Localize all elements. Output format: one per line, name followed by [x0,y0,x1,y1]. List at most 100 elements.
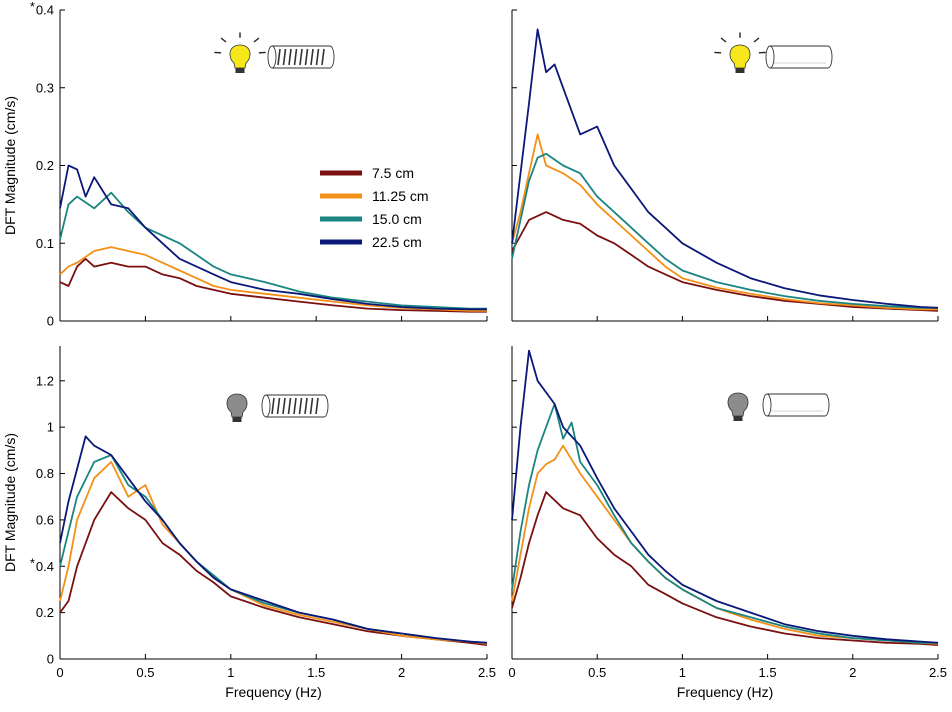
condition-icons [714,32,833,73]
x-tick-label: 2 [849,665,856,680]
series-line-22-5-cm [511,28,939,309]
series-line-7-5-cm [59,491,488,646]
legend-entry: 11.25 cm [320,188,429,204]
lightbulb-off-icon [226,393,248,422]
series-line-7-5-cm [511,491,939,646]
drum-stripe [310,48,314,66]
y-tick-label: 0.8 [36,466,54,481]
drum-stripe [271,397,275,415]
panels-layer: 00.10.20.30.4*DFT Magnitude (cm/s)0 0.5 1 1… [2,0,947,700]
series-line-22-5-cm [59,164,487,311]
asterisk-marker: * [30,555,35,570]
drum-body [770,45,833,69]
striped-drum-icon [267,45,335,69]
drum-end [261,394,271,418]
panel-top-right [511,9,939,322]
y-tick-label: 0.2 [36,158,54,173]
bulb-glass [727,392,749,417]
drum-stripe [299,48,303,66]
drum-stripe [321,48,325,66]
drum-stripe [293,397,297,415]
legend-label: 22.5 cm [372,234,422,250]
drum-stripe [282,397,286,415]
series-line-15-0-cm [59,454,488,644]
drum-stripe [287,397,292,415]
x-axis-title: Frequency (Hz) [225,684,321,700]
bulb-ray [220,37,227,43]
bulb-ray [720,37,727,43]
bulb-base [735,68,745,73]
y-axis-title: DFT Magnitude (cm/s) [2,96,18,235]
y-axis-title: DFT Magnitude (cm/s) [2,433,18,572]
x-tick-label: 0 [508,665,515,680]
bulb-ray [753,37,760,43]
series-line-11-25-cm [511,444,939,645]
blank-drum-icon [762,393,830,417]
x-tick-label: 2.5 [478,665,496,680]
y-tick-label: 1.2 [36,373,54,388]
drum-stripe [277,48,281,66]
drum-stripe [315,397,319,415]
bulb-glass [226,393,248,418]
bulb-glass [729,44,751,69]
bulb-ray [253,37,260,43]
y-tick-label: 0.2 [36,605,54,620]
blank-drum-icon [765,45,833,69]
legend-entry: 7.5 cm [320,165,414,181]
legend-label: 7.5 cm [372,165,414,181]
drum-end [762,393,772,417]
lightbulb-off-icon [727,392,749,421]
y-tick-label: 0.1 [36,236,54,251]
drum-stripe [309,397,314,415]
x-tick-label: 1 [227,665,234,680]
drum-stripe [293,48,298,66]
x-axis-title: Frequency (Hz) [677,684,773,700]
drum-stripe [276,397,281,415]
x-tick-label: 1.5 [307,665,325,680]
series-line-11-25-cm [511,133,938,311]
y-tick-label: 0.6 [36,512,54,527]
bulb-glass [229,44,251,69]
bulb-base [733,416,743,421]
bulb-base [235,68,245,73]
x-tick-label: 0.5 [136,665,154,680]
panel-bottom-left: 0 0.5 1 1.5 2 2.5 0 0.2 0.4* 0.6 0.8 1 1.2 DFT Magnit… [2,346,496,700]
series-line-15-0-cm [59,191,487,310]
y-tick-label: 0.3 [36,80,54,95]
legend-label: 11.25 cm [372,188,429,204]
legend-entry: 22.5 cm [320,234,422,250]
series-line-7-5-cm [511,211,939,312]
drum-end [765,45,775,69]
series-line-11-25-cm [59,246,487,312]
bulb-base [232,417,242,422]
drum-stripe [304,48,309,66]
series-line-7-5-cm [59,257,487,313]
asterisk-marker: * [30,0,35,14]
x-tick-label: 2 [398,665,405,680]
panel-bottom-right: 0 0.5 1 1.5 2 2.5 Frequency (Hz) [508,346,947,700]
series-line-15-0-cm [511,403,938,644]
series-line-22-5-cm [511,349,939,644]
legend-label: 15.0 cm [372,211,422,227]
legend-entry: 15.0 cm [320,211,422,227]
condition-icons [727,392,830,421]
series-line-11-25-cm [59,460,488,645]
y-tick-label: 1 [47,420,54,435]
drum-stripe [298,397,303,415]
series-line-22-5-cm [59,435,488,644]
legend: 7.5 cm 11.25 cm 15.0 cm 22.5 cm [320,165,429,250]
condition-icons [226,393,329,422]
x-tick-label: 0 [56,665,63,680]
y-tick-label: 0 [47,314,54,329]
drum-stripe [288,48,292,66]
lightbulb-on-icon [214,32,266,73]
lightbulb-on-icon [714,32,766,73]
x-tick-label: 1 [679,665,686,680]
y-tick-label: 0 [47,652,54,667]
drum-stripe [282,48,287,66]
drum-stripe [304,397,308,415]
drum-end [267,45,277,69]
striped-drum-icon [261,394,329,418]
y-tick-label: 0.4 [36,3,54,18]
